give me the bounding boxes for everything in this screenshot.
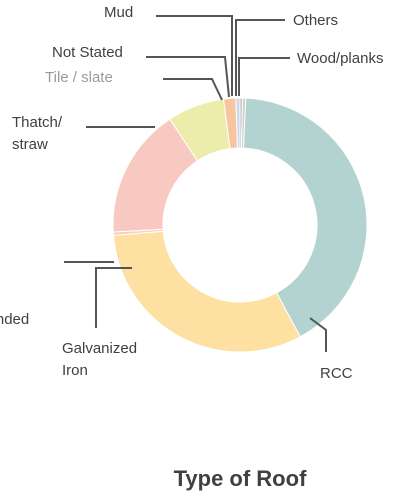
donut-slices [112,97,368,353]
leader-line-rcc [309,317,327,352]
label-galvanized-line-1: Galvanized [62,340,137,357]
label-not-stated: Not Stated [52,44,123,61]
slice-galvanized-iron [112,230,301,353]
leader-lines [64,15,327,352]
label-thatch-line-1: Thatch/ [12,114,63,131]
label-bricks-line-1: Bricks/Unbonded [0,311,29,328]
leader-line-tile [163,78,223,101]
label-galvanized-line-2: Iron [62,362,88,379]
slice-rcc [242,97,368,338]
label-others: Others [293,12,338,29]
label-mud: Mud [104,4,133,21]
label-galvanized-iron: Galvanized Iron [62,340,141,379]
leader-line-not-stated [146,56,230,98]
slice-mud [235,97,241,149]
leader-line-wood [238,57,290,96]
label-rcc: RCC [320,365,353,382]
chart-title: Type of Roof [173,466,307,491]
label-wood-planks: Wood/planks [297,50,383,67]
label-thatch-straw: Thatch/ straw [12,114,66,153]
label-tile-slate: Tile / slate [45,69,113,86]
leader-line-mud [156,15,233,96]
slice-labels: Mud Others Not Stated Wood/planks Tile /… [0,4,383,382]
leader-line-galvanized-iron [95,267,132,328]
leader-line-others [235,19,285,96]
label-bricks-clipped: Bricks/Unbonded Stone [0,311,33,344]
label-thatch-line-2: straw [12,136,48,153]
